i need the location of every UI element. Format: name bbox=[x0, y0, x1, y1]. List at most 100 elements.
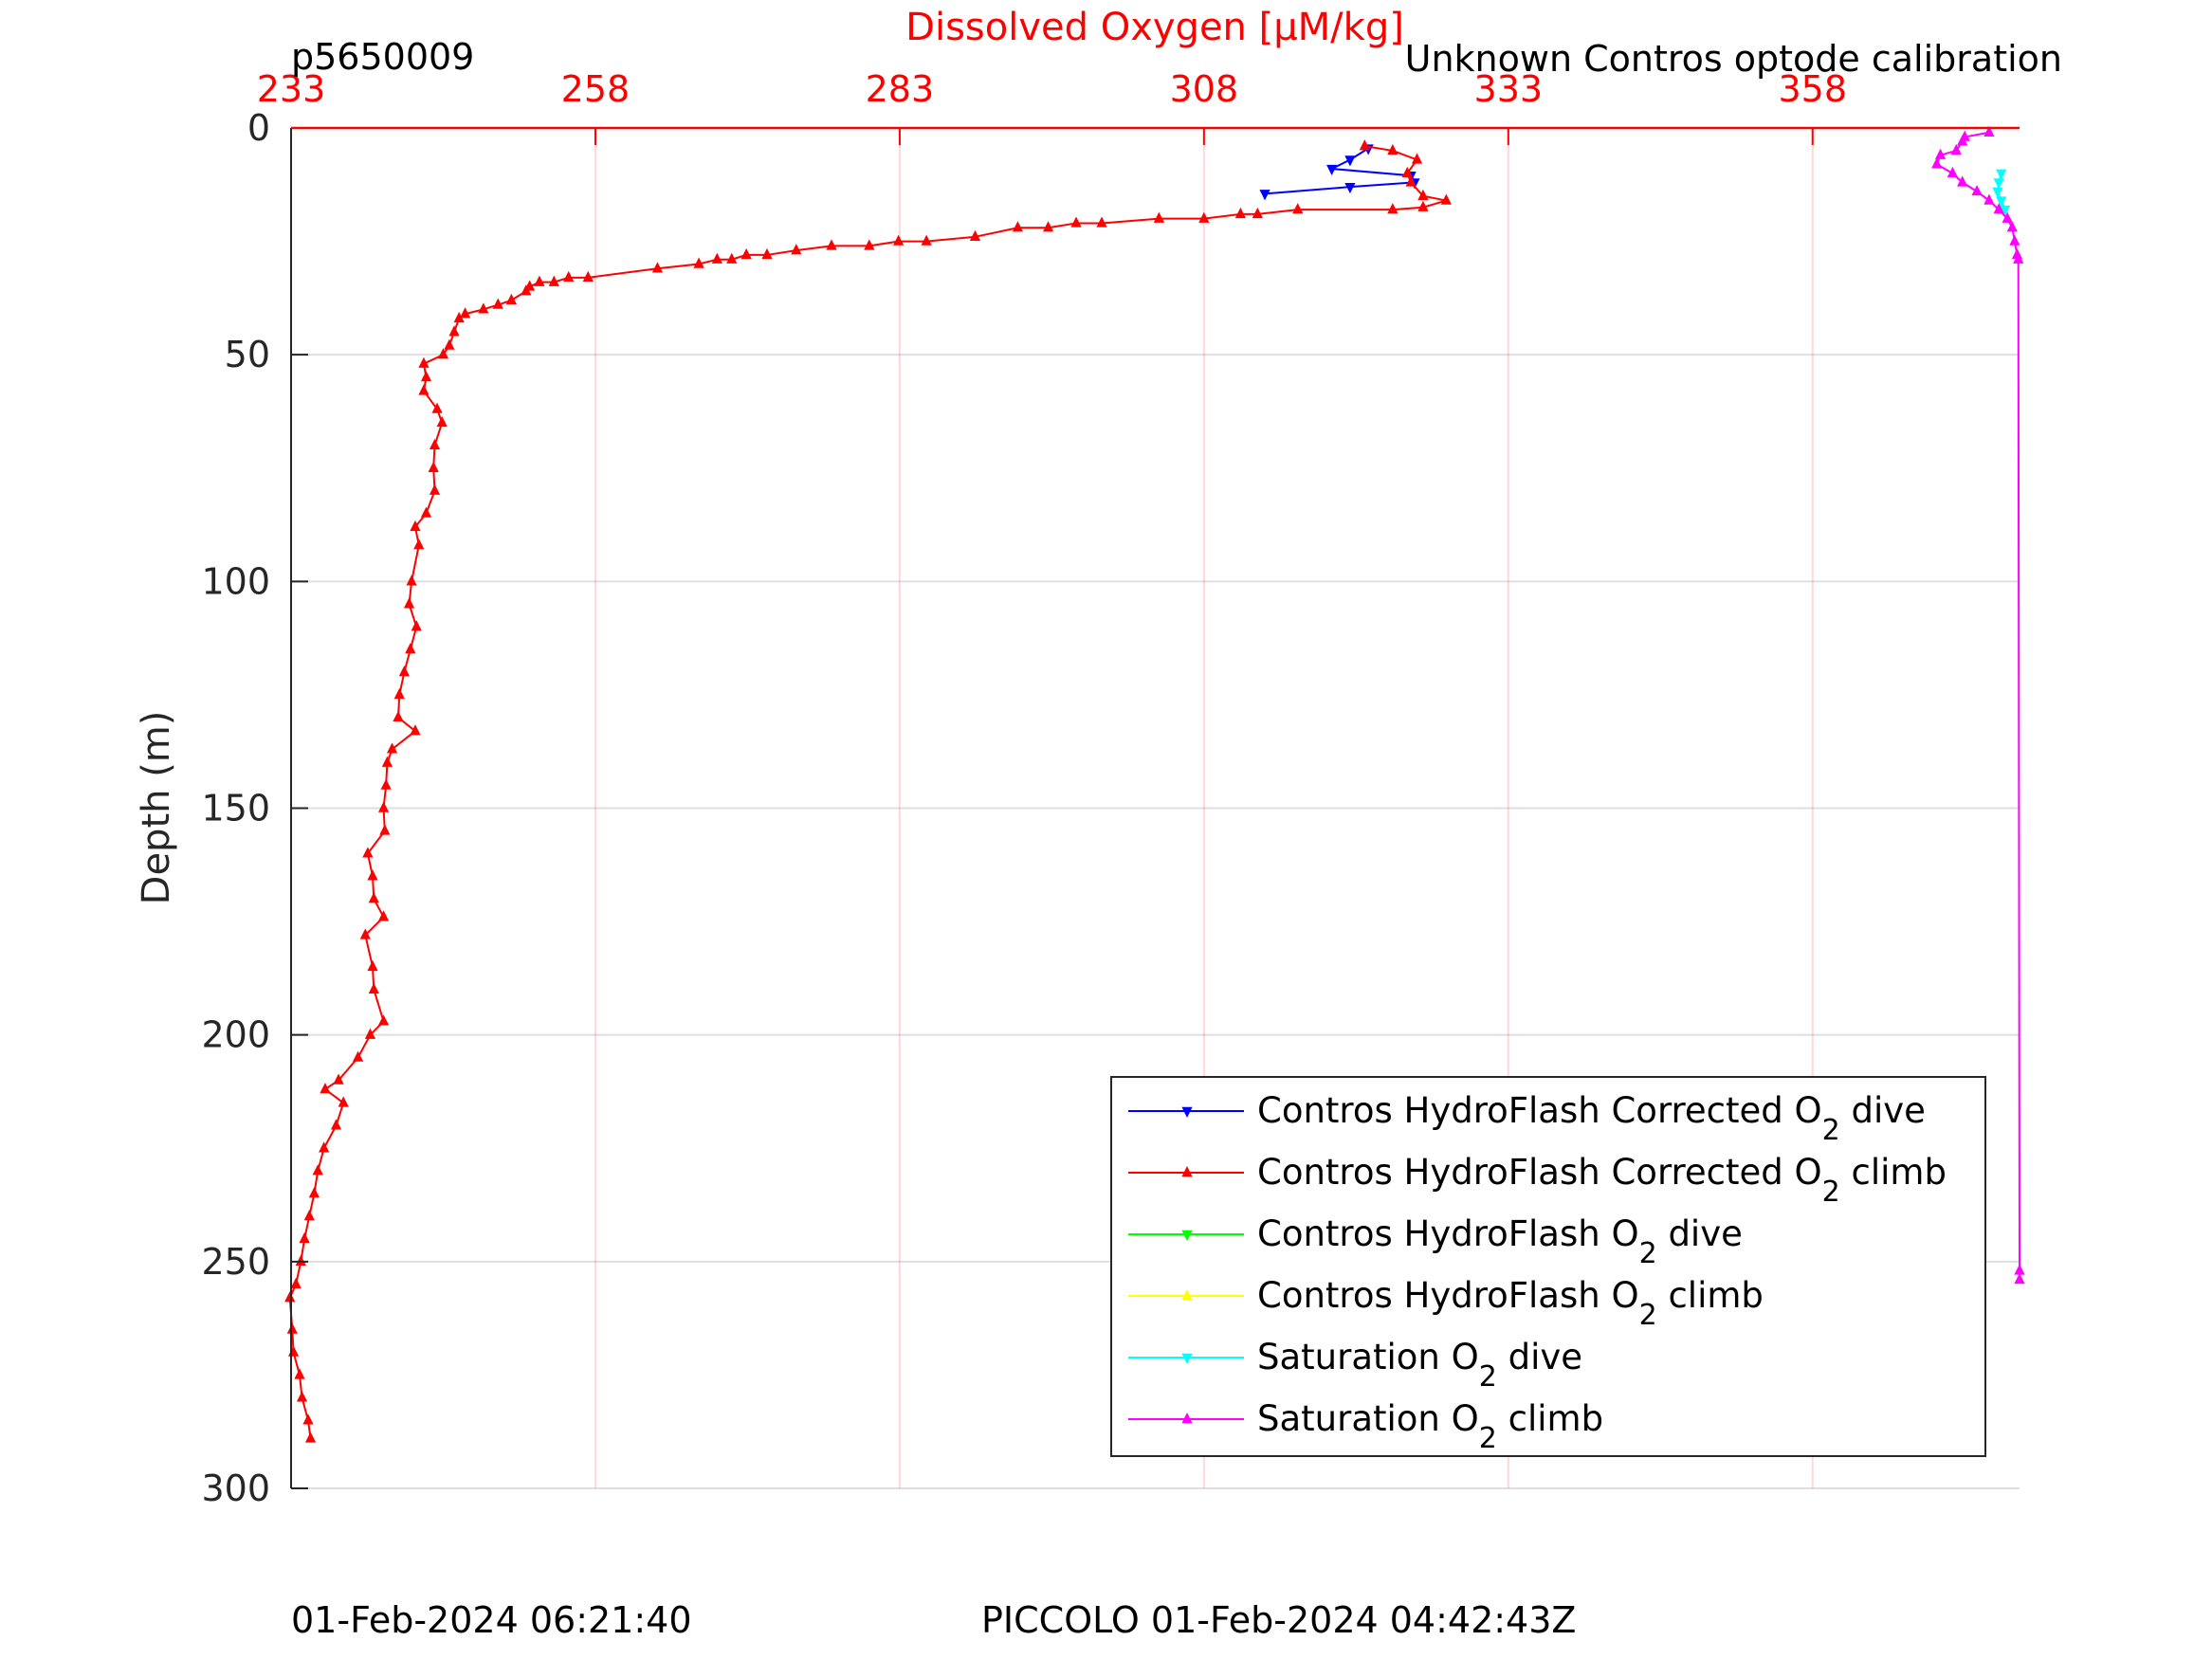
series-1 bbox=[284, 139, 1452, 1443]
legend-entry-tail: climb bbox=[1497, 1398, 1603, 1439]
data-point bbox=[353, 1050, 364, 1062]
data-point bbox=[320, 1083, 331, 1094]
legend-entry-main: Saturation O bbox=[1257, 1337, 1479, 1377]
data-point bbox=[304, 1431, 317, 1443]
data-point bbox=[405, 643, 416, 654]
legend-entry-subscript: 2 bbox=[1639, 1237, 1657, 1270]
data-point bbox=[2006, 221, 2018, 232]
data-point bbox=[1957, 175, 1968, 187]
chart-title: Dissolved Oxygen [μM/kg] bbox=[905, 6, 1404, 49]
data-point bbox=[1012, 221, 1024, 232]
data-point bbox=[1993, 203, 2004, 214]
data-point bbox=[826, 239, 837, 250]
footer-mission-label: PICCOLO 01-Feb-2024 04:42:43Z bbox=[981, 1599, 1576, 1641]
data-point bbox=[436, 415, 448, 428]
legend-entry: Contros HydroFlash O2 dive bbox=[1257, 1213, 1743, 1270]
series-5 bbox=[1931, 125, 2025, 1285]
legend-entry-subscript: 2 bbox=[1822, 1176, 1840, 1209]
data-point bbox=[420, 506, 432, 518]
series-layer bbox=[284, 125, 2025, 1443]
data-point bbox=[367, 869, 378, 881]
data-point bbox=[444, 338, 455, 350]
data-point bbox=[411, 620, 422, 631]
legend-entry: Saturation O2 climb bbox=[1257, 1398, 1603, 1455]
legend-swatch-marker bbox=[1181, 1413, 1193, 1424]
data-point bbox=[969, 229, 981, 241]
data-point bbox=[1950, 143, 1962, 155]
legend-entry-main: Contros HydroFlash Corrected O bbox=[1257, 1090, 1822, 1131]
data-point bbox=[1947, 166, 1958, 178]
data-point bbox=[711, 252, 722, 264]
data-point bbox=[377, 1014, 390, 1026]
y-tick-label: 300 bbox=[201, 1468, 270, 1509]
data-point bbox=[431, 402, 443, 413]
data-point bbox=[368, 892, 379, 903]
data-point bbox=[406, 574, 417, 586]
data-point bbox=[492, 298, 503, 309]
data-point bbox=[453, 311, 465, 323]
data-point bbox=[1153, 211, 1164, 223]
x-tick-label: 333 bbox=[1474, 68, 1544, 110]
data-point bbox=[429, 483, 441, 495]
legend-swatch-marker bbox=[1181, 1106, 1193, 1118]
x-tick-label: 308 bbox=[1170, 68, 1239, 110]
legend-swatch-marker bbox=[1181, 1289, 1193, 1301]
legend-entry-subscript: 2 bbox=[1822, 1114, 1840, 1147]
data-point bbox=[1344, 155, 1356, 167]
data-point bbox=[418, 384, 430, 395]
data-point bbox=[303, 1210, 315, 1221]
calibration-note: Unknown Contros optode calibration bbox=[1405, 38, 2062, 80]
data-point bbox=[693, 257, 704, 268]
data-point bbox=[364, 1028, 376, 1039]
data-point bbox=[420, 371, 432, 382]
legend-entry-tail: dive bbox=[1497, 1337, 1582, 1377]
data-point bbox=[761, 247, 773, 260]
data-point bbox=[534, 275, 545, 286]
data-point bbox=[386, 742, 398, 754]
data-point bbox=[437, 348, 449, 359]
legend-entry: Contros HydroFlash Corrected O2 dive bbox=[1257, 1090, 1926, 1147]
legend-entry-main: Saturation O bbox=[1257, 1398, 1479, 1439]
data-point bbox=[524, 280, 536, 291]
x-tick-label: 358 bbox=[1778, 68, 1847, 110]
data-point bbox=[284, 1291, 296, 1303]
data-point bbox=[1326, 164, 1338, 176]
grid bbox=[290, 128, 2020, 1489]
data-point bbox=[299, 1231, 310, 1244]
data-point bbox=[1252, 207, 1263, 219]
legend-entry-tail: dive bbox=[1657, 1213, 1743, 1254]
y-tick-label: 0 bbox=[247, 107, 270, 149]
series-line bbox=[1264, 147, 1417, 195]
data-point bbox=[726, 252, 738, 264]
data-point bbox=[296, 1391, 308, 1402]
data-point bbox=[864, 239, 875, 250]
legend: Contros HydroFlash Corrected O2 diveCont… bbox=[1110, 1076, 1986, 1457]
footer-timestamp: 01-Feb-2024 06:21:40 bbox=[291, 1599, 692, 1641]
data-point bbox=[1971, 184, 1983, 196]
data-point bbox=[338, 1096, 349, 1107]
data-point bbox=[582, 270, 594, 283]
x-tick-label: 233 bbox=[257, 68, 326, 110]
data-point bbox=[1996, 169, 2007, 180]
data-point bbox=[413, 538, 425, 550]
axes: 233 258 283 308 333 358 0 50 100 150 200 250 300 bbox=[201, 68, 2020, 1509]
data-point bbox=[1983, 125, 1995, 137]
data-point bbox=[448, 325, 460, 337]
data-point bbox=[1344, 182, 1356, 194]
data-point bbox=[2002, 211, 2013, 223]
data-point bbox=[290, 1277, 302, 1288]
data-point bbox=[418, 356, 430, 368]
data-point bbox=[1042, 221, 1054, 232]
data-point bbox=[403, 597, 415, 609]
data-point bbox=[1934, 148, 1947, 159]
data-point bbox=[563, 270, 575, 283]
data-point bbox=[1931, 157, 1943, 169]
data-point bbox=[459, 307, 471, 319]
data-point bbox=[410, 520, 421, 532]
data-point bbox=[505, 293, 517, 304]
data-point bbox=[2009, 234, 2020, 246]
legend-box bbox=[1110, 1076, 1986, 1457]
data-point bbox=[1411, 153, 1423, 164]
data-point bbox=[1996, 196, 2007, 208]
